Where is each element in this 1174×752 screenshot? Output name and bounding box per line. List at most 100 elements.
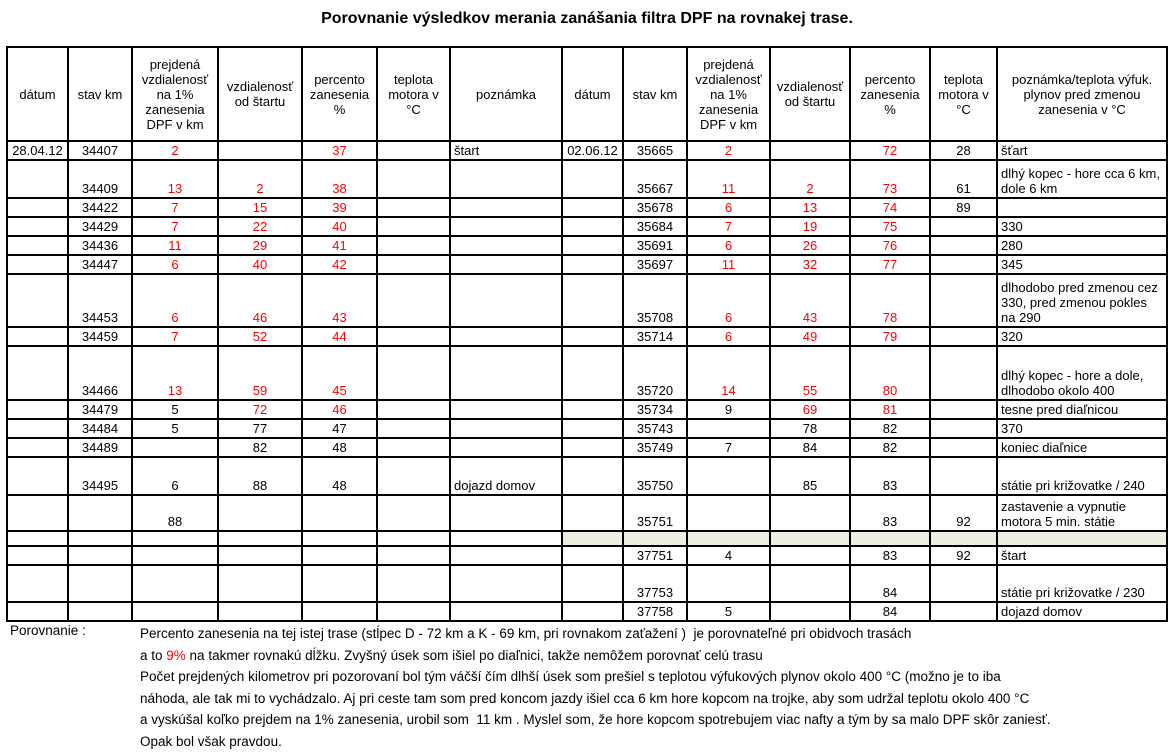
table-cell: 6 [687, 236, 770, 255]
table-cell [377, 457, 450, 495]
table-cell [770, 602, 850, 621]
table-cell: 13 [132, 160, 218, 198]
comparison-text-segment: Počet prejdených kilometrov pri pozorova… [140, 669, 1001, 684]
comparison-line: Percento zanesenia na tej istej trase (s… [140, 623, 1170, 645]
table-cell [68, 495, 132, 531]
column-header: percento zanesenia % [850, 47, 930, 141]
table-cell [450, 419, 562, 438]
table-cell: 15 [218, 198, 302, 217]
table-cell [930, 236, 997, 255]
table-cell: 35667 [623, 160, 687, 198]
table-cell [377, 217, 450, 236]
table-cell [450, 531, 562, 546]
table-cell: 85 [770, 457, 850, 495]
table-cell [562, 546, 623, 565]
table-cell: státie pri križovatke / 230 [997, 565, 1167, 602]
column-header: prejdená vzdialenosť na 1% zanesenia DPF… [132, 47, 218, 141]
table-cell: 35714 [623, 327, 687, 346]
table-cell: 49 [770, 327, 850, 346]
column-header: teplota motora v °C [930, 47, 997, 141]
table-cell: 78 [850, 274, 930, 327]
column-header: dátum [7, 47, 68, 141]
table-cell: 35678 [623, 198, 687, 217]
table-cell [770, 531, 850, 546]
table-cell: 370 [997, 419, 1167, 438]
table-cell [562, 602, 623, 621]
table-cell [7, 160, 68, 198]
table-cell [7, 327, 68, 346]
table-cell: dojazd domov [450, 457, 562, 495]
table-cell [562, 217, 623, 236]
table-cell [377, 160, 450, 198]
table-cell: 37758 [623, 602, 687, 621]
table-cell [450, 438, 562, 457]
table-cell: 69 [770, 400, 850, 419]
table-cell: 42 [302, 255, 377, 274]
table-cell: 22 [218, 217, 302, 236]
table-cell [7, 602, 68, 621]
column-header: dátum [562, 47, 623, 141]
table-cell: 48 [302, 457, 377, 495]
comparison-text-segment: a vyskúšal koľko prejdem na 1% zanesenia… [140, 712, 1051, 727]
table-cell: 26 [770, 236, 850, 255]
table-cell: 5 [132, 419, 218, 438]
table-cell: 35743 [623, 419, 687, 438]
table-cell: 29 [218, 236, 302, 255]
table-cell: 37751 [623, 546, 687, 565]
table-cell [562, 419, 623, 438]
table-cell [562, 346, 623, 400]
table-cell [770, 141, 850, 160]
table-cell [302, 495, 377, 531]
table-cell [770, 495, 850, 531]
table-cell [7, 217, 68, 236]
table-cell: 72 [218, 400, 302, 419]
table-cell [68, 565, 132, 602]
table-cell [7, 274, 68, 327]
column-header: prejdená vzdialenosť na 1% zanesenia DPF… [687, 47, 770, 141]
table-cell [930, 602, 997, 621]
table-cell: 55 [770, 346, 850, 400]
table-cell [997, 531, 1167, 546]
table-cell [562, 160, 623, 198]
table-cell: 4 [687, 546, 770, 565]
table-cell: 84 [850, 602, 930, 621]
table-cell: 11 [132, 236, 218, 255]
table-cell [377, 255, 450, 274]
table-cell [562, 531, 623, 546]
table-cell: 7 [132, 217, 218, 236]
table-cell [68, 602, 132, 621]
table-cell: 19 [770, 217, 850, 236]
table-cell: 37753 [623, 565, 687, 602]
table-cell: 82 [850, 438, 930, 457]
table-cell: 11 [687, 160, 770, 198]
table-cell [68, 546, 132, 565]
table-cell [218, 495, 302, 531]
table-cell: 40 [218, 255, 302, 274]
table-cell [930, 217, 997, 236]
comparison-text-segment: Opak bol však pravdou. [140, 734, 282, 749]
table-cell: tesne pred diaľnicou [997, 400, 1167, 419]
comparison-line: a vyskúšal koľko prejdem na 1% zanesenia… [140, 709, 1170, 731]
table-cell [377, 495, 450, 531]
table-cell: 34447 [68, 255, 132, 274]
table-cell [218, 565, 302, 602]
table-cell: 34466 [68, 346, 132, 400]
table-cell [218, 531, 302, 546]
table-cell [450, 160, 562, 198]
table-cell: 35665 [623, 141, 687, 160]
table-cell: 330 [997, 217, 1167, 236]
table-cell: 73 [850, 160, 930, 198]
table-cell: 35708 [623, 274, 687, 327]
table-cell [930, 457, 997, 495]
table-cell [377, 546, 450, 565]
table-cell: 9 [687, 400, 770, 419]
table-cell: 28 [930, 141, 997, 160]
table-cell [7, 236, 68, 255]
table-cell [377, 565, 450, 602]
column-header: teplota motora v °C [377, 47, 450, 141]
